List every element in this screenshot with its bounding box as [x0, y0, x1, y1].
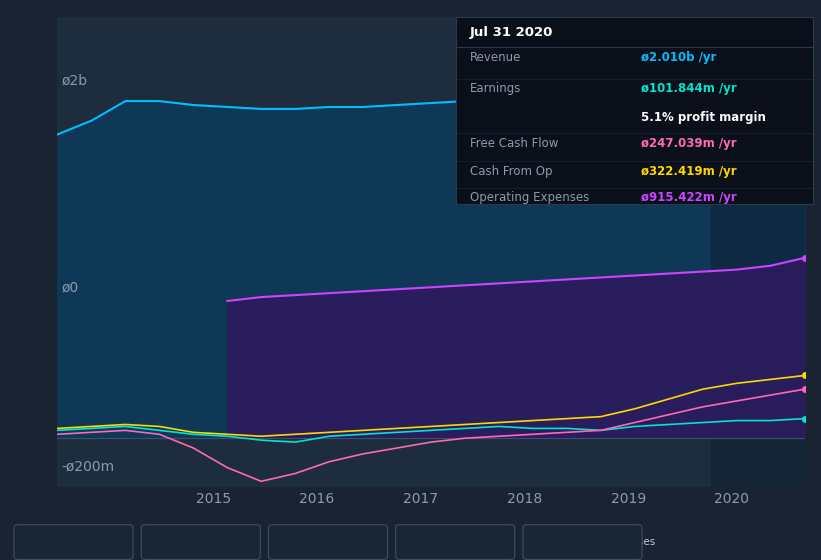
- Text: ●: ●: [537, 537, 546, 547]
- Text: ø101.844m /yr: ø101.844m /yr: [641, 82, 737, 95]
- Text: Revenue: Revenue: [470, 50, 521, 64]
- Text: ø0: ø0: [62, 281, 79, 295]
- Text: Earnings: Earnings: [470, 82, 521, 95]
- Text: Operating Expenses: Operating Expenses: [470, 192, 589, 204]
- Text: Free Cash Flow: Free Cash Flow: [470, 137, 558, 150]
- Text: Revenue: Revenue: [41, 537, 86, 547]
- Text: ø2b: ø2b: [62, 73, 87, 87]
- Text: ●: ●: [155, 537, 164, 547]
- Text: Cash From Op: Cash From Op: [423, 537, 496, 547]
- Text: ø247.039m /yr: ø247.039m /yr: [641, 137, 737, 150]
- Text: ●: ●: [28, 537, 37, 547]
- Text: 5.1% profit margin: 5.1% profit margin: [641, 111, 766, 124]
- Text: Cash From Op: Cash From Op: [470, 165, 553, 178]
- Text: Jul 31 2020: Jul 31 2020: [470, 26, 553, 39]
- Text: ●: ●: [282, 537, 291, 547]
- Text: -ø200m: -ø200m: [62, 459, 114, 473]
- Text: ø915.422m /yr: ø915.422m /yr: [641, 192, 737, 204]
- Text: ø2.010b /yr: ø2.010b /yr: [641, 50, 717, 64]
- Text: ø322.419m /yr: ø322.419m /yr: [641, 165, 737, 178]
- Text: Operating Expenses: Operating Expenses: [550, 537, 655, 547]
- Text: ●: ●: [410, 537, 419, 547]
- Text: Earnings: Earnings: [168, 537, 213, 547]
- Text: Free Cash Flow: Free Cash Flow: [296, 537, 374, 547]
- Bar: [711, 17, 805, 487]
